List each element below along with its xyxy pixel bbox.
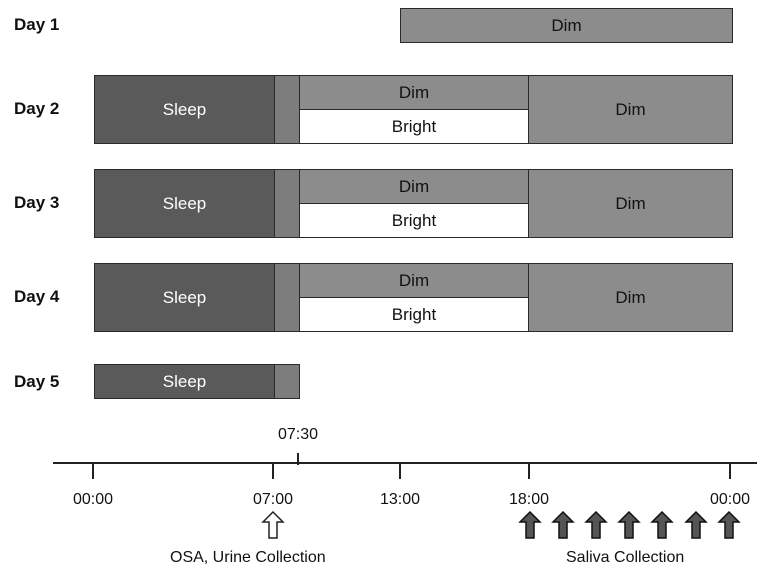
saliva-arrow-icon [518,511,542,539]
saliva-caption: Saliva Collection [566,549,685,566]
day-4-dim-block-upper: Dim [299,263,529,298]
day-2-sleep-block: Sleep [94,75,275,144]
day-5-transition-block [274,364,300,399]
day-1-label: Day 1 [14,15,60,34]
saliva-arrow-icon [650,511,674,539]
tick-0700 [272,463,274,479]
tick-1800 [528,463,530,479]
time-axis-line [53,462,757,464]
marker-0730-label: 07:30 [277,426,319,443]
day-3-dim-block-upper: Dim [299,169,529,204]
tick-label-1800: 18:00 [508,491,550,508]
day-4-transition-block [274,263,300,332]
tick-0730-marker [297,453,299,465]
day-2-dim-block-evening: Dim [528,75,733,144]
day-2-bright-block: Bright [299,109,529,144]
osa-urine-caption: OSA, Urine Collection [170,549,326,566]
tick-label-0700: 07:00 [252,491,294,508]
day-3-bright-block: Bright [299,203,529,238]
day-2-label: Day 2 [14,99,60,118]
tick-1300 [399,463,401,479]
day-5-label: Day 5 [14,372,60,391]
tick-label-0000: 00:00 [72,491,114,508]
tick-2400 [729,463,731,479]
day-5-sleep-block: Sleep [94,364,275,399]
saliva-arrow-icon [551,511,575,539]
saliva-arrow-icon [617,511,641,539]
day-3-transition-block [274,169,300,238]
saliva-arrow-icon [684,511,708,539]
day-4-label: Day 4 [14,287,60,306]
tick-0000 [92,463,94,479]
tick-label-2400: 00:00 [709,491,751,508]
day-1-dim-block: Dim [400,8,733,43]
day-2-transition-block [274,75,300,144]
tick-label-1300: 13:00 [379,491,421,508]
day-3-dim-block-evening: Dim [528,169,733,238]
day-4-sleep-block: Sleep [94,263,275,332]
day-3-sleep-block: Sleep [94,169,275,238]
day-4-dim-block-evening: Dim [528,263,733,332]
day-4-bright-block: Bright [299,297,529,332]
day-2-dim-block-upper: Dim [299,75,529,110]
saliva-arrow-icon [584,511,608,539]
day-3-label: Day 3 [14,193,60,212]
osa-urine-arrow-icon [261,511,285,539]
saliva-arrow-icon [717,511,741,539]
